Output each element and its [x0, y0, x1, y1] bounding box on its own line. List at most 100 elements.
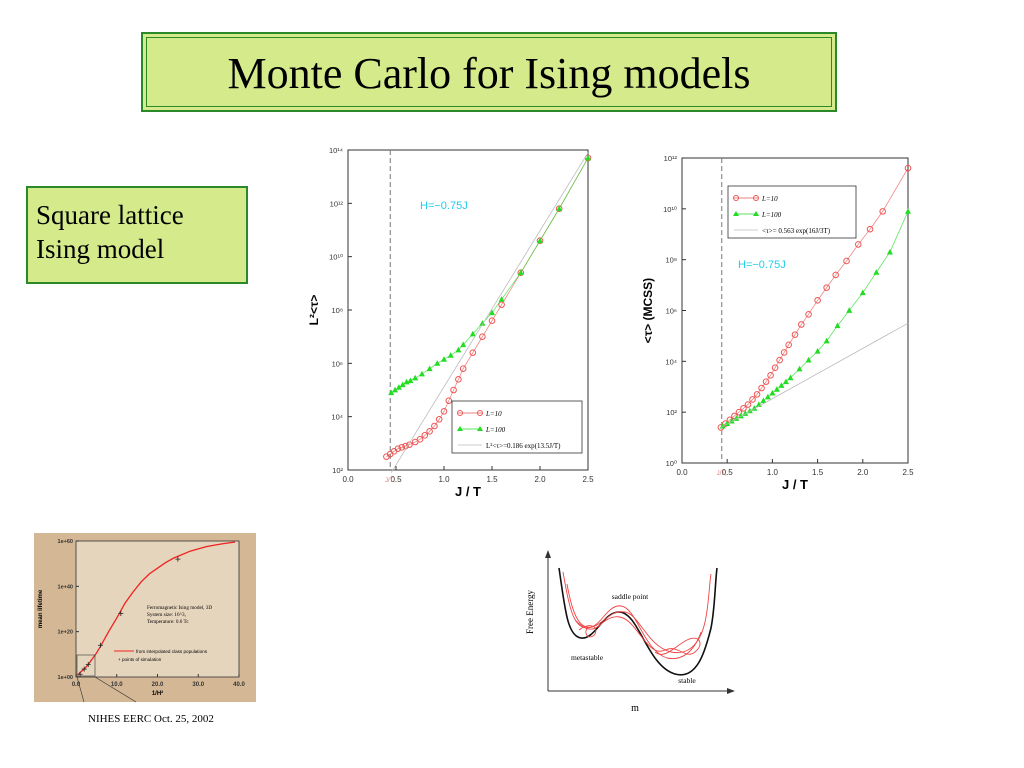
simulation-point: [97, 642, 103, 648]
data-point: [407, 377, 414, 384]
series-line: [391, 157, 589, 393]
y-tick-label: 10²: [666, 408, 677, 417]
data-point: [814, 347, 821, 354]
simulation-point: [118, 611, 124, 617]
footer-text: NIHES EERC Oct. 25, 2002: [88, 713, 214, 725]
data-point: [479, 320, 486, 326]
legend-label: L=100: [485, 426, 506, 434]
data-point: [785, 341, 792, 349]
legend-label: from interpolated class populations: [136, 649, 208, 654]
data-point: [854, 241, 862, 248]
data-point: [904, 164, 912, 172]
data-point: [435, 416, 443, 423]
trajectory-curve: [574, 616, 701, 655]
data-point: [441, 356, 447, 362]
x-axis-label: 1/H²: [152, 690, 163, 697]
legend-label: L=10: [485, 410, 502, 418]
data-point: [764, 393, 771, 400]
slide-title: Monte Carlo for Ising models: [227, 49, 751, 98]
data-point: [426, 365, 433, 372]
y-tick-label: 10⁶: [666, 307, 677, 316]
legend-label: + points of simulation: [118, 657, 162, 662]
x-tick-label: 1.5: [812, 468, 824, 477]
data-point: [886, 248, 893, 255]
metastable-label: metastable: [571, 653, 604, 662]
series-curve: [77, 541, 235, 676]
data-point: [823, 284, 830, 291]
data-point: [460, 341, 467, 348]
x-tick-label: 0.0: [72, 682, 81, 688]
legend-marker: [457, 426, 463, 431]
y-tick-label: 10⁸: [665, 256, 677, 265]
data-point: [740, 405, 747, 412]
data-point: [905, 208, 911, 214]
x-tick-label: 0.5: [390, 475, 402, 484]
x-tick-label: 1.0: [438, 475, 450, 484]
y-tick-label: 10¹⁰: [329, 253, 343, 262]
data-point: [498, 296, 505, 302]
legend-marker: [733, 195, 739, 201]
legend-label: <τ>= 0.563 exp(16J/3T): [762, 227, 831, 235]
data-point: [416, 436, 424, 443]
data-point: [450, 386, 457, 394]
data-point: [796, 365, 803, 372]
chart-tau-mcss: 0.0 0.5 1.0 1.5 2.0 2.5 10⁰ 10² 10⁴ 10⁶ 10⁸ 10¹⁰ 10¹…: [641, 154, 914, 492]
y-tick-label: 10⁰: [666, 459, 677, 468]
legend-marker: [477, 410, 483, 416]
x-tick-label: 0.0: [676, 468, 688, 477]
annotation-line: System size: 16^3,: [147, 612, 186, 618]
data-point: [489, 309, 495, 316]
series-line: [720, 167, 909, 428]
data-point: [749, 396, 756, 403]
legend-marker: [753, 211, 759, 216]
data-point: [778, 382, 785, 388]
data-point: [758, 384, 765, 392]
x-tick-label: 1.0: [767, 468, 779, 477]
data-point: [469, 349, 477, 356]
data-point: [787, 374, 794, 381]
y-axis-label: <τ> (MCSS): [641, 278, 655, 343]
x-tick-label: 20.0: [152, 682, 164, 688]
data-point: [585, 154, 591, 161]
simulation-point: [81, 666, 87, 672]
y-tick-label: 10⁴: [665, 357, 677, 366]
x-tick-label: 0.5: [722, 468, 734, 477]
x-tick-label: 30.0: [192, 682, 204, 688]
chart-free-energy: m Free Energy saddle point metastable stable: [525, 550, 735, 714]
x-axis-label: m: [631, 703, 639, 714]
data-point: [814, 297, 821, 304]
data-point: [866, 225, 874, 233]
legend-box: [451, 400, 583, 454]
y-tick-label: 10⁴: [331, 413, 343, 422]
data-point: [753, 391, 761, 398]
data-point: [744, 401, 752, 408]
data-point: [434, 360, 441, 366]
data-point: [769, 389, 776, 396]
data-point: [440, 408, 448, 415]
chart-mean-lifetime: 0.0 10.0 20.0 30.0 40.0 1e+00 1e+20 1e+40 1e+60 1…: [34, 533, 256, 703]
data-point: [859, 289, 866, 296]
series-1: [719, 208, 911, 429]
data-point: [798, 321, 805, 328]
x-axis-label: J / T: [455, 484, 481, 499]
y-axis-label: Free Energy: [525, 589, 535, 634]
y-axis-label: mean lifetime: [38, 589, 44, 628]
title-box: Monte Carlo for Ising models: [141, 32, 837, 112]
saddle-label: saddle point: [612, 592, 649, 601]
field-annotation: H=−0.75J: [738, 259, 786, 271]
data-point: [469, 330, 476, 337]
legend-label: L²<τ>=0.186 exp(13.5J/T): [486, 442, 561, 450]
x-tick-label: 2.0: [534, 475, 546, 484]
data-point: [392, 386, 399, 393]
data-point: [459, 365, 467, 372]
series-2: [720, 322, 909, 428]
data-point: [832, 271, 839, 279]
transition-label: J/T꜀: [717, 471, 727, 477]
x-tick-label: 2.5: [902, 468, 914, 477]
x-tick-label: 2.0: [857, 468, 869, 477]
data-point: [426, 428, 433, 435]
series-0: [717, 164, 912, 431]
x-tick-label: 1.5: [486, 475, 498, 484]
data-point: [488, 317, 496, 324]
data-point: [805, 311, 812, 318]
